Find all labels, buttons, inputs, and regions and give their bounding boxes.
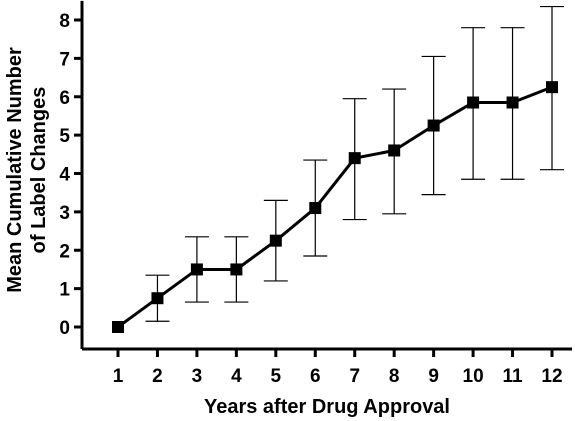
- x-tick-label: 11: [502, 366, 523, 387]
- y-tick-label: 7: [59, 49, 70, 70]
- y-tick-label: 2: [59, 241, 70, 262]
- y-axis-title-line-2: of Label Changes: [28, 87, 50, 254]
- x-tick-label: 2: [152, 366, 163, 387]
- y-axis-ticks: 0 1 2 3 4 5 6 7 8: [59, 11, 82, 339]
- x-tick-label: 6: [310, 366, 321, 387]
- data-point: [151, 292, 164, 305]
- data-point: [388, 144, 401, 157]
- data-point: [269, 234, 282, 247]
- data-point: [506, 96, 519, 109]
- data-point: [309, 202, 322, 215]
- y-axis-title-line-1: Mean Cumulative Number: [4, 47, 26, 293]
- y-tick-label: 4: [59, 165, 70, 186]
- y-axis-title: Mean Cumulative Number of Label Changes: [4, 47, 50, 293]
- x-tick-label: 12: [541, 366, 562, 387]
- data-points: [112, 81, 558, 333]
- x-axis-ticks: 1 2 3 4 5 6 7 8 9 10 11 12: [113, 349, 563, 387]
- y-tick-label: 8: [59, 11, 70, 32]
- series-line: [117, 85, 553, 329]
- data-point: [190, 263, 203, 276]
- data-point: [230, 263, 243, 276]
- x-tick-label: 3: [192, 366, 203, 387]
- x-tick-label: 5: [271, 366, 282, 387]
- data-point: [467, 96, 480, 109]
- data-point: [427, 119, 440, 132]
- x-tick-label: 1: [113, 366, 124, 387]
- y-tick-label: 0: [59, 318, 70, 339]
- y-tick-label: 6: [59, 88, 70, 109]
- y-tick-label: 3: [59, 203, 70, 224]
- x-tick-label: 8: [389, 366, 400, 387]
- data-point: [112, 321, 124, 333]
- y-tick-label: 1: [59, 280, 70, 301]
- x-tick-label: 9: [428, 366, 439, 387]
- data-point: [348, 152, 361, 165]
- x-axis-title: Years after Drug Approval: [204, 396, 450, 418]
- x-tick-label: 10: [463, 366, 484, 387]
- y-tick-label: 5: [59, 126, 70, 147]
- data-point: [546, 81, 558, 94]
- x-tick-label: 7: [349, 366, 360, 387]
- x-tick-label: 4: [231, 366, 242, 387]
